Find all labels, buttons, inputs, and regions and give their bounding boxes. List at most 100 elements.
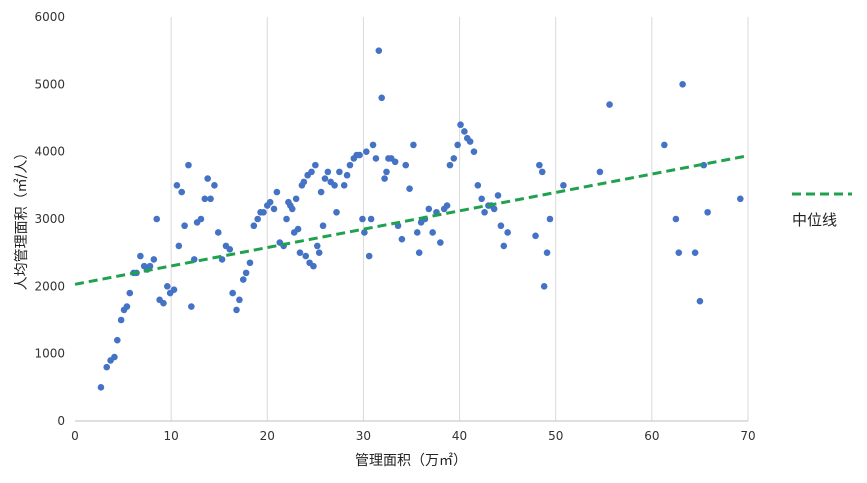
data-point xyxy=(254,215,261,223)
data-point xyxy=(296,249,304,256)
data-point xyxy=(313,242,321,250)
x-tick-label: 40 xyxy=(452,429,467,443)
data-point xyxy=(675,249,683,256)
y-tick-label: 0 xyxy=(57,414,65,428)
data-point xyxy=(372,155,380,162)
data-point xyxy=(497,222,505,230)
data-point xyxy=(266,198,274,206)
data-point xyxy=(117,316,125,324)
data-point xyxy=(737,195,744,203)
x-tick-label: 60 xyxy=(644,429,659,443)
tick-labels: 0 10 20 30 40 50 60 70 0 1000 2000 3000 4000 5000 6000 xyxy=(34,10,755,443)
data-point xyxy=(207,195,214,203)
data-point xyxy=(242,269,250,277)
data-point xyxy=(466,138,474,145)
data-point xyxy=(538,168,546,176)
data-point xyxy=(546,215,554,223)
data-point xyxy=(340,182,348,189)
legend-label: 中位线 xyxy=(792,211,838,229)
y-tick-label: 2000 xyxy=(34,279,65,293)
data-point xyxy=(292,195,300,203)
data-point xyxy=(375,47,383,54)
data-point xyxy=(283,215,290,223)
data-point xyxy=(415,249,423,256)
data-point xyxy=(437,239,444,246)
data-point xyxy=(270,205,278,213)
data-point xyxy=(661,141,668,149)
data-point xyxy=(246,259,254,267)
y-tick-label: 5000 xyxy=(34,77,65,91)
data-point xyxy=(114,336,121,344)
data-point xyxy=(443,202,451,209)
data-point xyxy=(369,141,377,149)
data-point xyxy=(365,252,373,260)
data-point xyxy=(406,185,413,192)
data-point xyxy=(211,182,218,189)
data-point xyxy=(413,229,421,236)
data-point xyxy=(229,289,236,297)
data-point xyxy=(160,299,167,307)
y-tick-label: 4000 xyxy=(34,145,65,159)
data-point xyxy=(596,168,604,176)
data-point xyxy=(363,148,370,155)
data-point xyxy=(331,182,338,189)
data-points xyxy=(97,47,744,391)
data-point xyxy=(494,192,502,199)
data-point xyxy=(336,168,343,176)
x-tick-label: 10 xyxy=(164,429,179,443)
data-point xyxy=(383,168,390,176)
data-point xyxy=(359,215,366,223)
y-axis-label: 人均管理面积（㎡/人） xyxy=(14,146,30,291)
data-point xyxy=(346,161,354,169)
data-point xyxy=(103,363,111,371)
x-tick-label: 0 xyxy=(71,429,79,443)
median-line xyxy=(74,154,749,286)
data-point xyxy=(308,168,315,176)
data-point xyxy=(123,303,131,310)
data-point xyxy=(321,175,329,182)
data-point xyxy=(300,178,308,186)
data-point xyxy=(319,222,327,230)
data-point xyxy=(679,81,686,88)
y-tick-label: 6000 xyxy=(34,10,65,24)
data-point xyxy=(391,158,399,166)
data-point xyxy=(197,215,205,223)
data-point xyxy=(425,205,433,213)
data-point xyxy=(672,215,680,223)
data-point xyxy=(481,208,488,216)
data-point xyxy=(361,229,368,236)
data-point xyxy=(315,249,323,256)
x-axis-label: 管理面积（万㎡） xyxy=(355,453,467,469)
x-tick-label: 30 xyxy=(356,429,371,443)
data-point xyxy=(691,249,699,256)
data-point xyxy=(454,141,461,149)
data-point xyxy=(540,283,548,290)
data-point xyxy=(457,121,464,129)
data-point xyxy=(273,188,281,196)
data-point xyxy=(333,208,340,216)
data-point xyxy=(175,242,183,250)
data-point xyxy=(97,384,105,391)
data-point xyxy=(500,242,508,250)
data-point xyxy=(201,195,209,203)
data-point xyxy=(233,306,240,314)
data-point xyxy=(398,235,406,243)
data-point xyxy=(126,289,134,297)
data-point xyxy=(446,161,454,169)
data-point xyxy=(226,246,234,253)
data-point xyxy=(402,161,410,169)
data-point xyxy=(236,296,243,304)
data-point xyxy=(356,151,363,159)
data-point xyxy=(111,353,118,361)
data-point xyxy=(288,205,296,213)
data-point xyxy=(532,232,539,240)
data-point xyxy=(178,188,186,196)
data-point xyxy=(696,297,704,305)
data-point xyxy=(181,222,188,230)
data-point xyxy=(150,256,158,263)
data-point xyxy=(478,195,485,203)
data-point xyxy=(324,168,332,176)
data-point xyxy=(543,249,551,256)
data-point xyxy=(504,229,511,236)
